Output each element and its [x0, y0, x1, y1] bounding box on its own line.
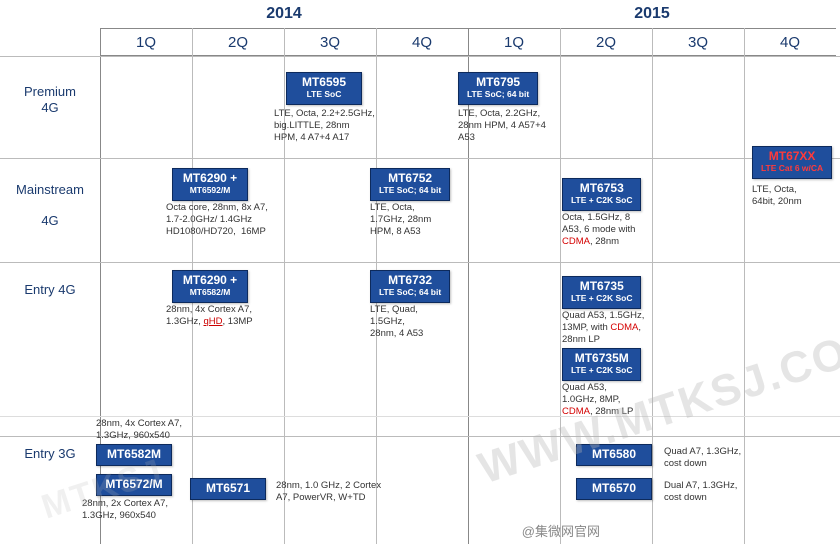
row-entry-4g: Entry 4G: [0, 280, 100, 300]
q-2014-2: 2Q: [192, 28, 284, 56]
q-2014-1: 1Q: [100, 28, 192, 56]
desc-mt6572m: 28nm, 2x Cortex A7,1.3GHz, 960x540: [82, 498, 168, 522]
desc-mt6735: Quad A53, 1.5GHz,13MP, with CDMA,28nm LP: [562, 310, 644, 346]
chip-mt6572m: MT6572/M: [96, 474, 172, 496]
chip-mt6571: MT6571: [190, 478, 266, 500]
chip-mt67xx: MT67XXLTE Cat 6 w/CA: [752, 146, 832, 179]
q-2015-3: 3Q: [652, 28, 744, 56]
chip-mt6752: MT6752LTE SoC; 64 bit: [370, 168, 450, 201]
chip-mt6732: MT6732LTE SoC; 64 bit: [370, 270, 450, 303]
desc-mt6571: 28nm, 1.0 GHz, 2 CortexA7, PowerVR, W+TD: [276, 480, 381, 504]
chip-mt6290a: MT6290 +MT6592/M: [172, 168, 248, 201]
desc-mt6290a: Octa core, 28nm, 8x A7,1.7-2.0GHz/ 1.4GH…: [166, 202, 268, 238]
chip-mt6735m: MT6735MLTE + C2K SoC: [562, 348, 641, 381]
q-2014-4: 4Q: [376, 28, 468, 56]
watermark-1: WWW.MTKSJ.COM: [473, 316, 840, 495]
desc-mt6752: LTE, Octa,1.7GHz, 28nmHPM, 8 A53: [370, 202, 431, 238]
desc-mt6735m: Quad A53,1.0GHz, 8MP,CDMA, 28nm LP: [562, 382, 633, 418]
desc-pre6582: 28nm, 4x Cortex A7,1.3GHz, 960x540: [96, 418, 182, 442]
row-premium-4g: Premium 4G: [0, 80, 100, 120]
desc-mt6580: Quad A7, 1.3GHz,cost down: [664, 446, 741, 470]
desc-mt6795: LTE, Octa, 2.2GHz,28nm HPM, 4 A57+4A53: [458, 108, 546, 144]
desc-mt6595: LTE, Octa, 2.2+2.5GHz,big.LITTLE, 28nmHP…: [274, 108, 375, 144]
row-entry-3g: Entry 3G: [0, 444, 100, 464]
desc-mt6753: Octa, 1.5GHz, 8A53, 6 mode withCDMA, 28n…: [562, 212, 635, 248]
chip-mt6753: MT6753LTE + C2K SoC: [562, 178, 641, 211]
chip-mt6595: MT6595LTE SoC: [286, 72, 362, 105]
year-2015: 2015: [468, 0, 836, 28]
q-2014-3: 3Q: [284, 28, 376, 56]
roadmap-grid: 2014 2015 1Q 2Q 3Q 4Q 1Q 2Q 3Q 4Q Premiu…: [0, 0, 840, 544]
q-2015-1: 1Q: [468, 28, 560, 56]
year-2014: 2014: [100, 0, 468, 28]
chip-mt6582m: MT6582M: [96, 444, 172, 466]
row-mainstream-4g: Mainstream 4G: [0, 170, 100, 240]
desc-mt6570: Dual A7, 1.3GHz,cost down: [664, 480, 737, 504]
chip-mt6290b: MT6290 +MT6582/M: [172, 270, 248, 303]
desc-mt67xx: LTE, Octa,64bit, 20nm: [752, 184, 802, 208]
chip-mt6795: MT6795LTE SoC; 64 bit: [458, 72, 538, 105]
chip-mt6735: MT6735LTE + C2K SoC: [562, 276, 641, 309]
desc-mt6290b: 28nm, 4x Cortex A7,1.3GHz, qHD, 13MP: [166, 304, 253, 328]
chip-mt6570: MT6570: [576, 478, 652, 500]
footer-watermark: @集微网官网: [522, 521, 600, 540]
desc-mt6732: LTE, Quad,1.5GHz,28nm, 4 A53: [370, 304, 423, 340]
q-2015-2: 2Q: [560, 28, 652, 56]
q-2015-4: 4Q: [744, 28, 836, 56]
chip-mt6580: MT6580: [576, 444, 652, 466]
